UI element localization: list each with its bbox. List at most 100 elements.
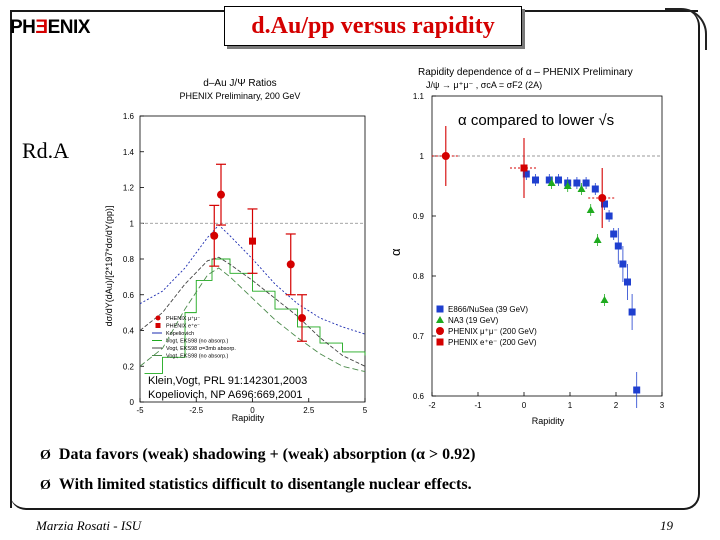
chartL-legend-label: PHENIX e⁺e⁻ [166, 323, 200, 330]
slide-title: d.Au/pp versus rapidity [251, 12, 495, 39]
chartR-ylabel: α [390, 248, 403, 256]
chartR-point [628, 308, 636, 316]
logo-text-ph: PH [10, 17, 36, 38]
chartL-xtick-label: -5 [136, 406, 144, 415]
chartR-frame [431, 95, 663, 397]
chartR-point [601, 200, 608, 208]
chartR-xlabel: Rapidity [532, 416, 565, 426]
chartR-ytick-label: 0.6 [413, 392, 425, 401]
slide-border-left [10, 10, 12, 508]
chartR-xtick-label: 1 [568, 401, 573, 410]
chartL-legend-label: Kopeliovich [166, 331, 194, 337]
chartL-point [249, 237, 256, 245]
chartR-legend-label: E866/NuSea (39 GeV) [448, 305, 528, 314]
chartR-point [555, 176, 562, 184]
chartR-legend-marker [436, 316, 444, 323]
chartR-xtick-label: -2 [428, 401, 436, 410]
chartR-point [563, 182, 572, 189]
chartR-point [598, 194, 607, 202]
chartR-legend-label: NA3 (19 GeV) [448, 316, 499, 325]
chartR-ytick-label: 0.7 [413, 332, 425, 341]
chartL-ytick-label: 0.6 [123, 291, 135, 300]
chartR-point [441, 152, 450, 160]
chartL-legend-marker [155, 315, 161, 321]
chartR-point [532, 176, 539, 184]
rda-vs-rapidity-chart: d–Au J/Ψ Ratios PHENIX Preliminary, 200 … [104, 78, 368, 423]
chartL-plot-area: 0 0.2 0.4 0.6 0.8 1 1.2 1.4 1.6 -5 -2.5 0 2.5 5 PHENIX… [123, 112, 368, 415]
footer-page-number: 19 [660, 518, 673, 533]
chartL-subtitle: PHENIX Preliminary, 200 GeV [180, 91, 301, 101]
slide-frame [10, 10, 700, 510]
chartR-point [633, 386, 641, 394]
chartL-curve-vogt-abs [139, 256, 366, 367]
chartR-point [577, 185, 586, 192]
bullet-arrow-icon: Ø [40, 448, 51, 463]
chartL-curve-kopeliovich [139, 224, 366, 335]
alpha-vs-rapidity-chart: Rapidity dependence of α – PHENIX Prelim… [390, 67, 665, 426]
chartR-point [610, 230, 618, 238]
bullet-2-text: With limited statistics difficult to dis… [58, 476, 472, 493]
chartL-legend-label: PHENIX μ⁺μ⁻ [166, 315, 200, 322]
chartL-ytick-label: 1 [130, 219, 135, 228]
chartR-legend-label: PHENIX e⁺e⁻ (200 GeV) [448, 338, 537, 347]
chartL-point [210, 231, 219, 240]
chartR-point [614, 242, 622, 250]
chartL-ylabel: dσ/dY(dAu)/[2*197*dσ/dY(pp)] [104, 206, 114, 327]
chartR-point [582, 179, 590, 187]
chartR-xtick-label: 3 [660, 401, 665, 410]
chartR-title: Rapidity dependence of α – PHENIX Prelim… [418, 67, 633, 78]
chartR-legend-marker [436, 338, 444, 346]
slide-title-box: d.Au/pp versus rapidity [224, 6, 522, 46]
chartL-ytick-label: 0.8 [123, 255, 135, 264]
chartR-xtick-label: 0 [522, 401, 527, 410]
chartR-point [573, 179, 581, 187]
chartR-point [520, 164, 528, 172]
chartR-plot-area: 0.6 0.7 0.8 0.9 1 1.1 -2 -1 0 1 2 3 E866/NuSea (39 G… [413, 92, 665, 410]
chartL-annotation-2: Kopeliovich, NP A696:669,2001 [148, 389, 303, 401]
chartL-annotation-1: Klein,Vogt, PRL 91:142301,2003 [148, 375, 307, 387]
chartR-ytick-label: 1 [420, 152, 425, 161]
chartR-point [545, 176, 553, 184]
chartR-point [591, 185, 599, 193]
chartL-xtick-label: 0 [250, 406, 255, 415]
bullet-arrow-icon: Ø [40, 478, 51, 493]
chartR-point [624, 278, 631, 286]
chartR-point [619, 260, 627, 268]
chartL-ytick-label: 1.4 [123, 148, 135, 157]
chartL-point [298, 313, 306, 322]
logo-text-e: Ǝ [35, 17, 48, 38]
bullet-1-text: Data favors (weak) shadowing + (weak) ab… [58, 446, 476, 463]
chartL-title: d–Au J/Ψ Ratios [203, 78, 276, 89]
chartR-annotation: α compared to lower √s [458, 112, 614, 129]
chartL-ytick-label: 1.2 [123, 184, 135, 193]
chartL-xtick-label: 5 [363, 406, 368, 415]
bullet-1: Ø Data favors (weak) shadowing + (weak) a… [40, 446, 475, 464]
chartL-ytick-label: 1.6 [123, 112, 135, 121]
chartL-ytick-label: 0 [130, 398, 135, 407]
chartR-ytick-label: 0.8 [413, 272, 425, 281]
logo-text-enix: ENIX [47, 17, 91, 38]
chartR-point [547, 179, 556, 186]
chartL-point [217, 190, 225, 199]
chartR-legend-label: PHENIX μ⁺μ⁻ (200 GeV) [448, 327, 537, 336]
rda-label: Rd.A [22, 138, 70, 163]
chartL-legend-marker [155, 323, 161, 328]
chartR-point [586, 206, 595, 213]
chartR-xtick-label: 2 [614, 401, 619, 410]
chartR-point [522, 170, 530, 178]
chartR-point [605, 212, 613, 220]
chartL-legend-label: Vogt, EKS98 σ=3mb absorp. [166, 346, 236, 352]
chartR-ytick-label: 0.9 [413, 212, 425, 221]
chartL-xlabel: Rapidity [232, 413, 265, 423]
chartR-xtick-label: -1 [474, 401, 482, 410]
chartR-point [593, 236, 602, 243]
chartL-curve-vogt-3 [139, 267, 366, 373]
chartR-ytick-label: 1.1 [413, 92, 425, 101]
slide-frame-corner [665, 8, 707, 50]
chartL-xtick-label: 2.5 [303, 406, 315, 415]
chartL-ytick-label: 0.2 [123, 362, 135, 371]
chartL-ytick-label: 0.4 [123, 327, 135, 336]
chartR-point [600, 296, 609, 303]
chartR-legend-marker [436, 327, 444, 335]
chartL-xtick-label: -2.5 [189, 406, 203, 415]
